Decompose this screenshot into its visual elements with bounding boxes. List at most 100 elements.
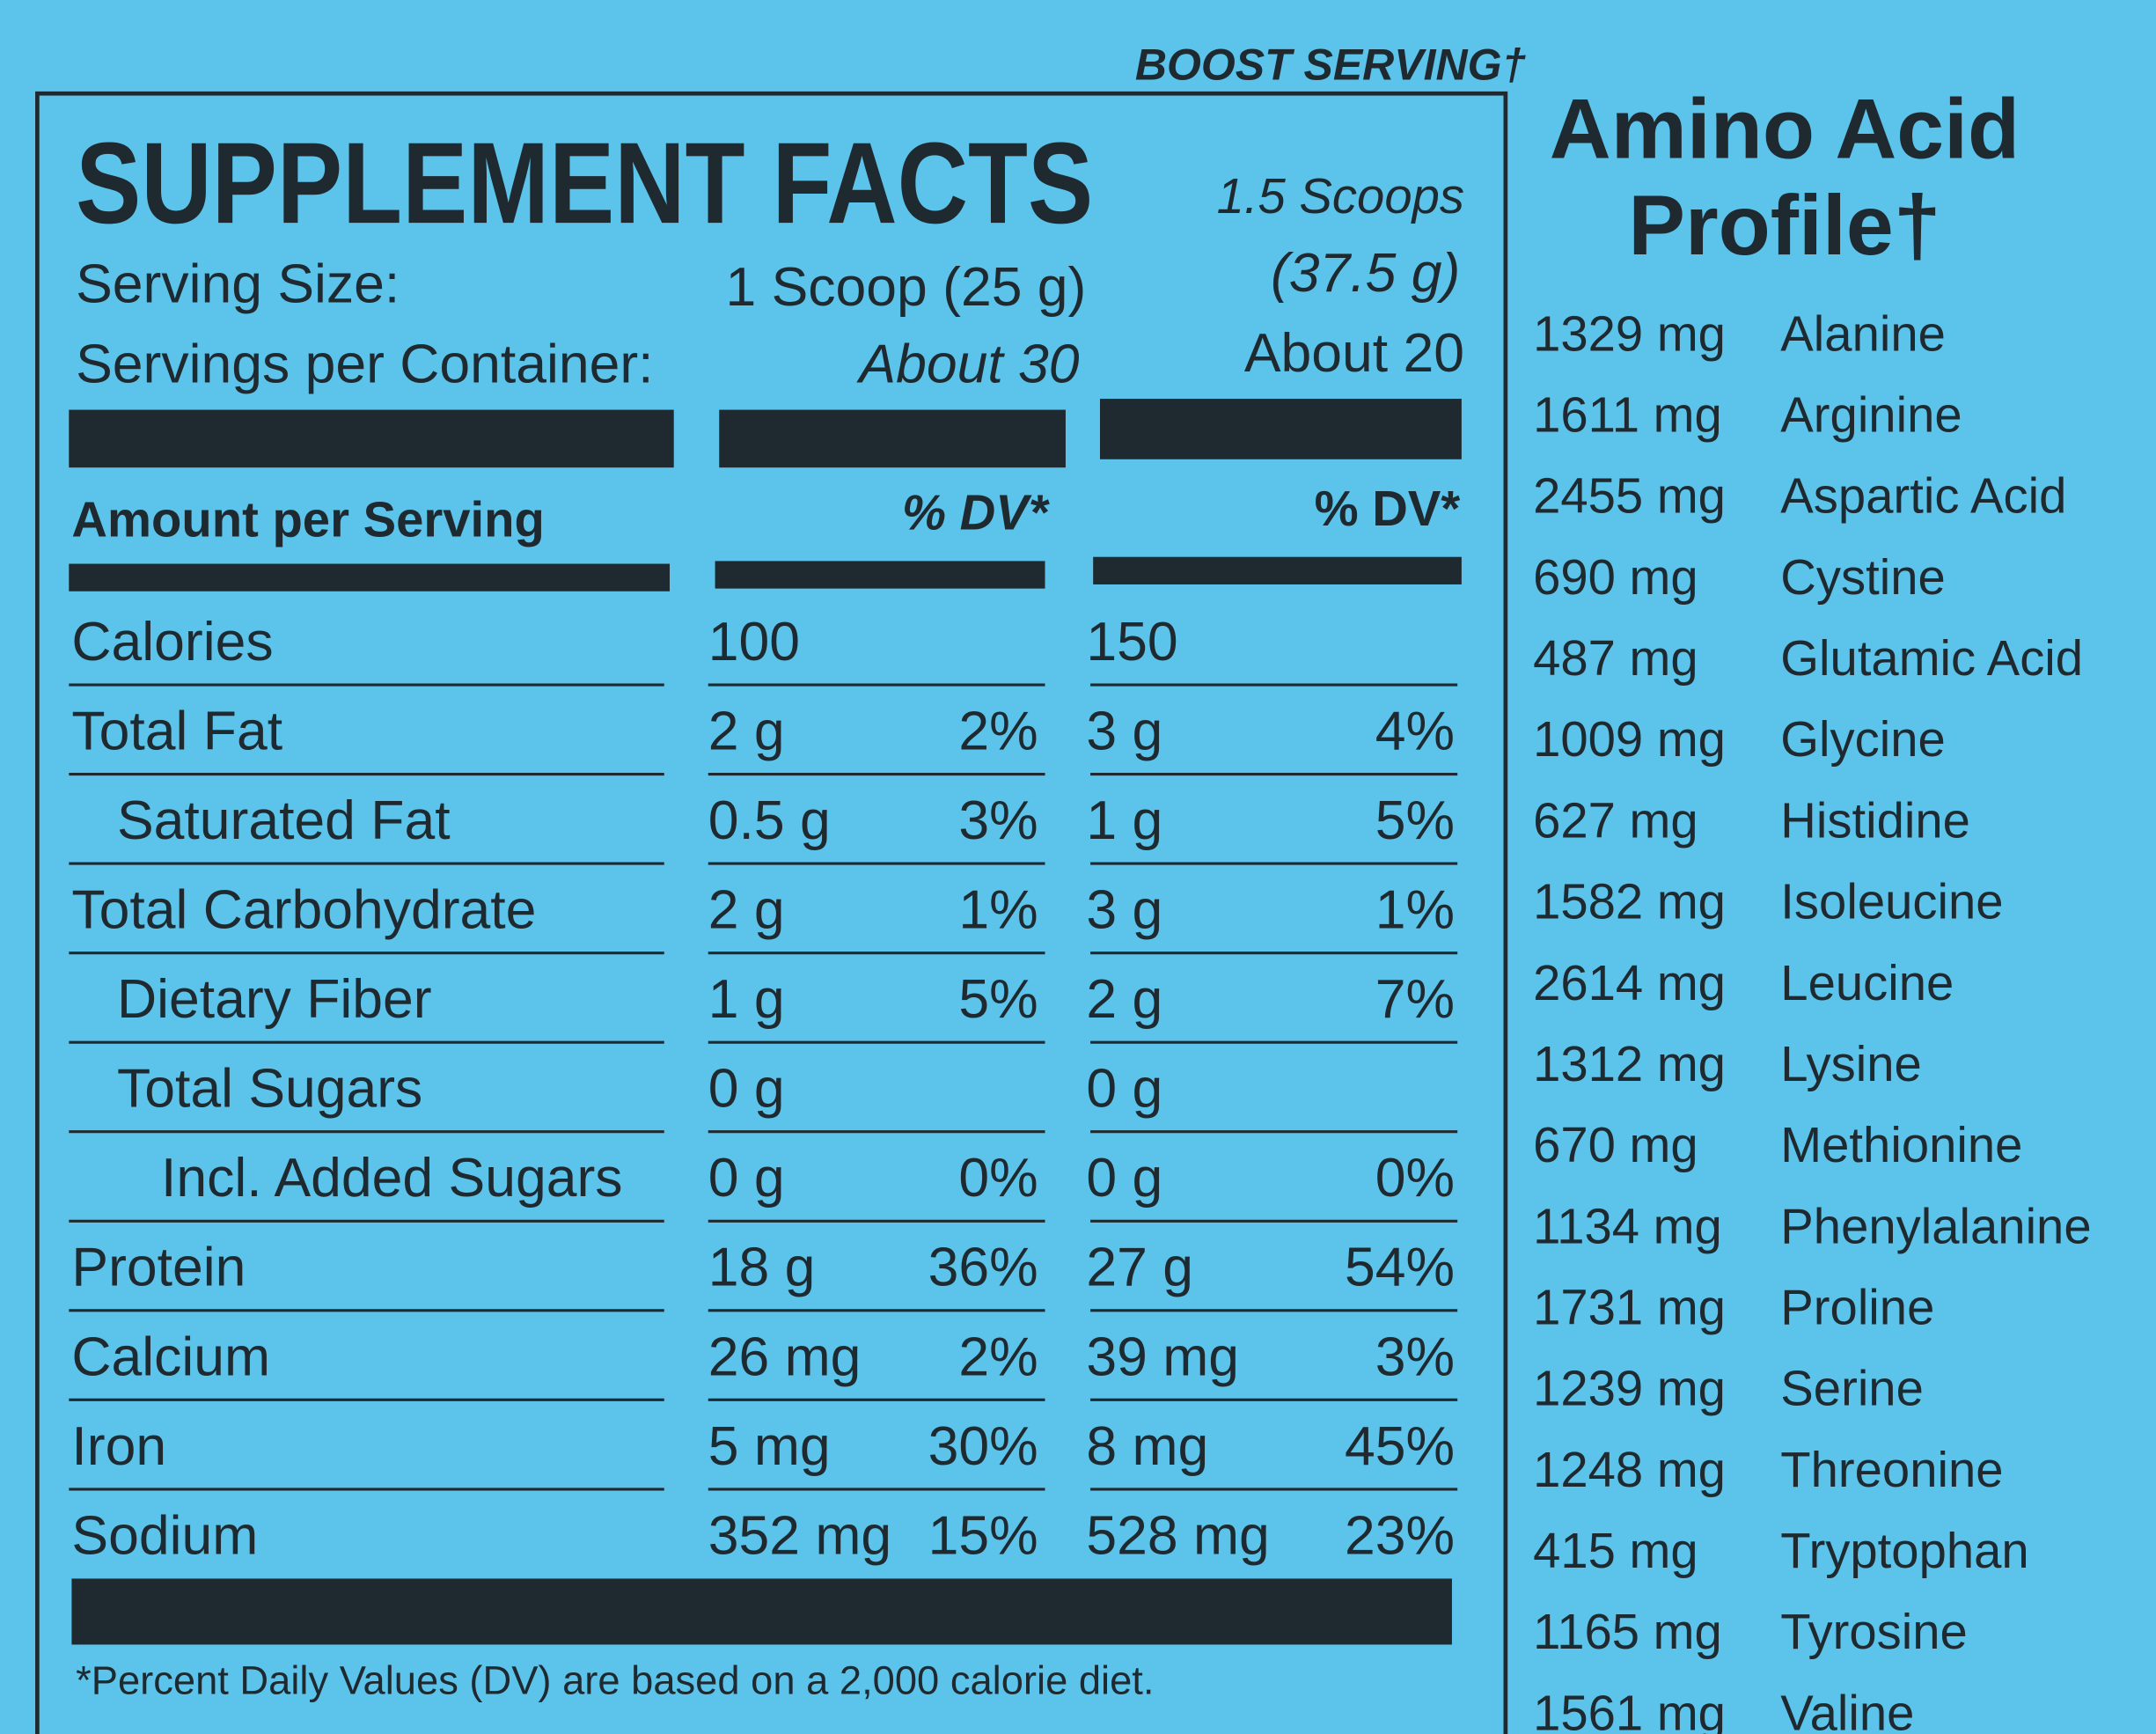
amino-amount: 1009 mg xyxy=(1533,711,1726,767)
boost-amount: 39 mg xyxy=(1086,1326,1239,1387)
dv: 15% xyxy=(928,1504,1038,1566)
boost-scoops: 1.5 Scoops xyxy=(1217,168,1464,224)
amino-name: Serine xyxy=(1780,1361,1924,1416)
amino-amount: 1134 mg xyxy=(1533,1198,1722,1253)
boost-amount: 1 g xyxy=(1086,790,1162,851)
amino-amount: 415 mg xyxy=(1533,1523,1698,1578)
nutrient-name: Total Carbohydrate xyxy=(71,879,536,941)
amount-header: Amount per Serving xyxy=(71,491,544,547)
amino-amount: 1561 mg xyxy=(1533,1685,1726,1734)
boost-dv: 7% xyxy=(1375,968,1455,1030)
amino-name: Tryptophan xyxy=(1780,1523,2028,1578)
amino-name: Phenylalanine xyxy=(1780,1198,2091,1253)
amount: 26 mg xyxy=(708,1326,862,1387)
amino-amount: 2455 mg xyxy=(1533,468,1726,524)
boost-servings: About 20 xyxy=(1244,322,1464,384)
boost-amount: 150 xyxy=(1086,611,1177,672)
boost-amount: 528 mg xyxy=(1086,1504,1269,1566)
nutrient-name: Total Fat xyxy=(71,700,282,761)
amino-amount: 1731 mg xyxy=(1533,1279,1726,1334)
boost-amount: 8 mg xyxy=(1086,1415,1208,1477)
amino-amount: 627 mg xyxy=(1533,792,1698,848)
nutrient-name: Dietary Fiber xyxy=(117,968,432,1030)
servings: About 30 xyxy=(855,333,1079,394)
amino-name: Cystine xyxy=(1780,549,1946,605)
amount: 0 g xyxy=(708,1058,785,1120)
boost-dv: 3% xyxy=(1375,1326,1455,1387)
dv: 1% xyxy=(958,879,1038,941)
amino-title: Amino Acid xyxy=(1550,81,2020,177)
amino-amount: 487 mg xyxy=(1533,630,1698,686)
thick-bar xyxy=(1099,399,1462,459)
dv: 2% xyxy=(958,1326,1038,1387)
boost-dv: 4% xyxy=(1375,700,1455,761)
amino-name: Glycine xyxy=(1780,711,1946,767)
amino-name: Isoleucine xyxy=(1780,874,2003,929)
serving-size: 1 Scoop (25 g) xyxy=(725,256,1086,318)
medium-bar xyxy=(1093,556,1462,584)
boost-amount: 0 g xyxy=(1086,1147,1162,1209)
boost-dv: 5% xyxy=(1375,790,1455,851)
amino-name: Glutamic Acid xyxy=(1780,630,2083,686)
dv: 0% xyxy=(958,1147,1038,1209)
footnote: *Percent Daily Values (DV) are based on … xyxy=(76,1658,1154,1703)
amount: 0.5 g xyxy=(708,790,831,851)
amount: 100 xyxy=(708,611,800,672)
amino-amount: 670 mg xyxy=(1533,1117,1698,1172)
boost-amount: 3 g xyxy=(1086,700,1162,761)
amino-amount: 1312 mg xyxy=(1533,1036,1726,1091)
dv: 30% xyxy=(928,1415,1038,1477)
amount: 5 mg xyxy=(708,1415,831,1477)
boost-serving: BOOST SERVING† xyxy=(1135,40,1527,90)
nutrient-name: Saturated Fat xyxy=(117,790,451,851)
amino-amount: 1611 mg xyxy=(1533,387,1722,443)
nutrient-name: Iron xyxy=(71,1415,166,1477)
amount: 2 g xyxy=(708,700,785,761)
amino-name: Leucine xyxy=(1780,955,1954,1010)
amino-amount: 2614 mg xyxy=(1533,955,1726,1010)
amino-name: Valine xyxy=(1780,1685,1914,1734)
amount: 2 g xyxy=(708,879,785,941)
medium-bar xyxy=(715,561,1045,589)
boost-serving-size: (37.5 g) xyxy=(1271,242,1460,304)
amount: 1 g xyxy=(708,968,785,1030)
title: SUPPLEMENT FACTS xyxy=(76,118,1093,247)
amino-name: Alanine xyxy=(1780,305,1946,361)
amount: 0 g xyxy=(708,1147,785,1209)
amino-title: Profile† xyxy=(1628,177,1940,273)
thick-bar xyxy=(719,409,1066,468)
amount: 18 g xyxy=(708,1237,816,1298)
facts-box xyxy=(35,91,1508,1734)
nutrient-name: Protein xyxy=(71,1237,246,1298)
amino-name: Tyrosine xyxy=(1780,1604,1968,1659)
nutrient-name: Calories xyxy=(71,611,273,672)
bottom-bar xyxy=(71,1578,1452,1645)
boost-amount: 2 g xyxy=(1086,968,1162,1030)
amino-amount: 1239 mg xyxy=(1533,1361,1726,1416)
nutrient-name: Sodium xyxy=(71,1504,258,1566)
amino-name: Histidine xyxy=(1780,792,1970,848)
boost-dv: 0% xyxy=(1375,1147,1455,1209)
dv-header: % DV* xyxy=(902,484,1051,540)
dv: 36% xyxy=(928,1237,1038,1298)
nutrient-name: Calcium xyxy=(71,1326,270,1387)
amino-amount: 690 mg xyxy=(1533,549,1698,605)
medium-bar xyxy=(69,563,671,591)
nutrient-name: Total Sugars xyxy=(117,1058,422,1120)
amino-name: Methionine xyxy=(1780,1117,2022,1172)
amino-name: Aspartic Acid xyxy=(1780,468,2066,524)
dv: 3% xyxy=(958,790,1038,851)
amino-name: Lysine xyxy=(1780,1036,1921,1091)
amino-name: Proline xyxy=(1780,1279,1934,1334)
nutrient-name: Incl. Added Sugars xyxy=(161,1147,623,1209)
amino-amount: 1329 mg xyxy=(1533,305,1726,361)
boost-amount: 27 g xyxy=(1086,1237,1193,1298)
serving-size-label: Serving Size: xyxy=(76,253,400,315)
boost-dv: 23% xyxy=(1345,1504,1455,1566)
amino-name: Arginine xyxy=(1780,387,1962,443)
amino-amount: 1582 mg xyxy=(1533,874,1726,929)
dv: 2% xyxy=(958,700,1038,761)
boost-amount: 3 g xyxy=(1086,879,1162,941)
